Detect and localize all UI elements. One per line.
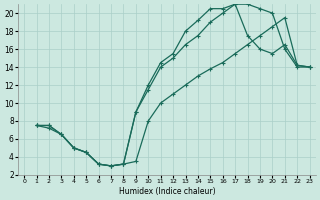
X-axis label: Humidex (Indice chaleur): Humidex (Indice chaleur) [119,187,215,196]
